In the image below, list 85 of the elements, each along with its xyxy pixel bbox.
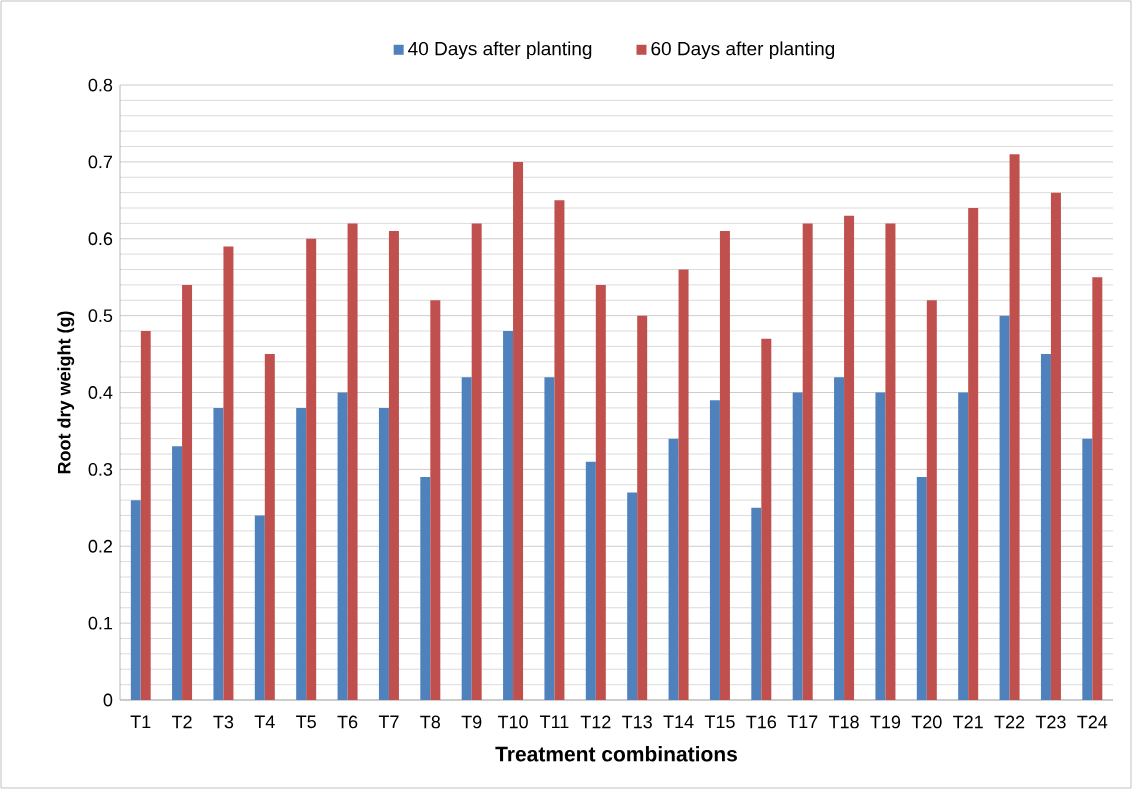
bar [916, 477, 927, 700]
x-tick-label: T23 [1035, 715, 1066, 729]
x-tick-label: T19 [870, 715, 901, 729]
y-tick-label: 0 [103, 693, 113, 707]
x-tick-label: T9 [461, 715, 482, 729]
bar [254, 515, 265, 700]
bar [213, 407, 224, 700]
y-axis-title: Root dry weight (g) [57, 311, 75, 474]
bar [844, 215, 855, 700]
y-tick-label: 0.5 [88, 309, 113, 323]
bar [430, 300, 441, 700]
y-tick-label: 0.2 [88, 539, 113, 553]
y-tick-label: 0.1 [88, 616, 113, 630]
x-tick-label: T18 [828, 715, 859, 729]
bar [719, 231, 730, 700]
y-tick-label: 0.8 [88, 78, 113, 92]
x-tick-label: T20 [911, 715, 942, 729]
bar [585, 461, 596, 700]
bar [544, 377, 555, 700]
bar [958, 392, 969, 700]
bar [378, 407, 389, 700]
legend-label: 40 Days after planting [408, 41, 592, 60]
bar [595, 284, 606, 700]
x-tick-label: T3 [213, 715, 234, 729]
x-tick-label: T14 [663, 715, 694, 728]
x-tick-label: T11 [540, 715, 569, 728]
bar [802, 223, 813, 700]
x-tick-label: T2 [171, 715, 192, 729]
x-tick-label: T16 [746, 715, 777, 729]
y-tick-label: 0.3 [88, 463, 113, 476]
legend-label: 60 Days after planting [651, 41, 835, 60]
bar [1040, 354, 1051, 700]
bar [140, 331, 151, 700]
bar [554, 200, 565, 700]
bar [761, 338, 772, 700]
x-tick-label: T15 [704, 715, 735, 729]
bar [420, 477, 431, 700]
bar [388, 231, 399, 700]
y-tick-label: 0.4 [88, 386, 113, 399]
bar [182, 284, 193, 700]
bar [637, 315, 648, 700]
bar [513, 161, 524, 700]
y-tick-label: 0.6 [88, 232, 113, 246]
bar [751, 507, 762, 700]
bar [668, 438, 679, 700]
x-tick-label: T6 [337, 715, 358, 729]
x-tick-label: T7 [378, 715, 399, 728]
bar [347, 223, 358, 700]
x-tick-label: T4 [254, 715, 275, 728]
bar [130, 500, 141, 700]
x-tick-label: T21 [953, 715, 983, 729]
bar [296, 407, 307, 700]
bar [172, 446, 183, 700]
x-tick-label: T17 [787, 715, 818, 728]
bar [792, 392, 803, 700]
bar [678, 269, 689, 700]
x-tick-label: T24 [1077, 715, 1108, 729]
bar [709, 400, 720, 700]
bar [1009, 154, 1020, 700]
bar [834, 377, 845, 700]
bar [627, 492, 638, 700]
x-axis-title: Treatment combinations [495, 746, 737, 762]
bar [503, 331, 514, 700]
bar [461, 377, 472, 700]
bar [1050, 192, 1061, 700]
bar [306, 238, 317, 700]
bar [337, 392, 348, 700]
bar [223, 246, 234, 700]
bar [926, 300, 937, 700]
bar [999, 315, 1010, 700]
bar [264, 354, 275, 700]
bar [968, 208, 979, 700]
x-tick-label: T12 [580, 715, 611, 729]
x-tick-label: T13 [622, 715, 652, 729]
y-tick-label: 0.7 [88, 155, 113, 169]
bar [1092, 277, 1103, 700]
bar [1082, 438, 1093, 700]
bar [885, 223, 896, 700]
x-tick-label: T10 [497, 715, 528, 729]
bar [875, 392, 886, 700]
x-tick-label: T5 [296, 715, 316, 729]
bar [471, 223, 482, 700]
x-tick-label: T1 [130, 715, 151, 728]
x-tick-label: T22 [994, 715, 1025, 729]
x-tick-label: T8 [420, 715, 441, 729]
